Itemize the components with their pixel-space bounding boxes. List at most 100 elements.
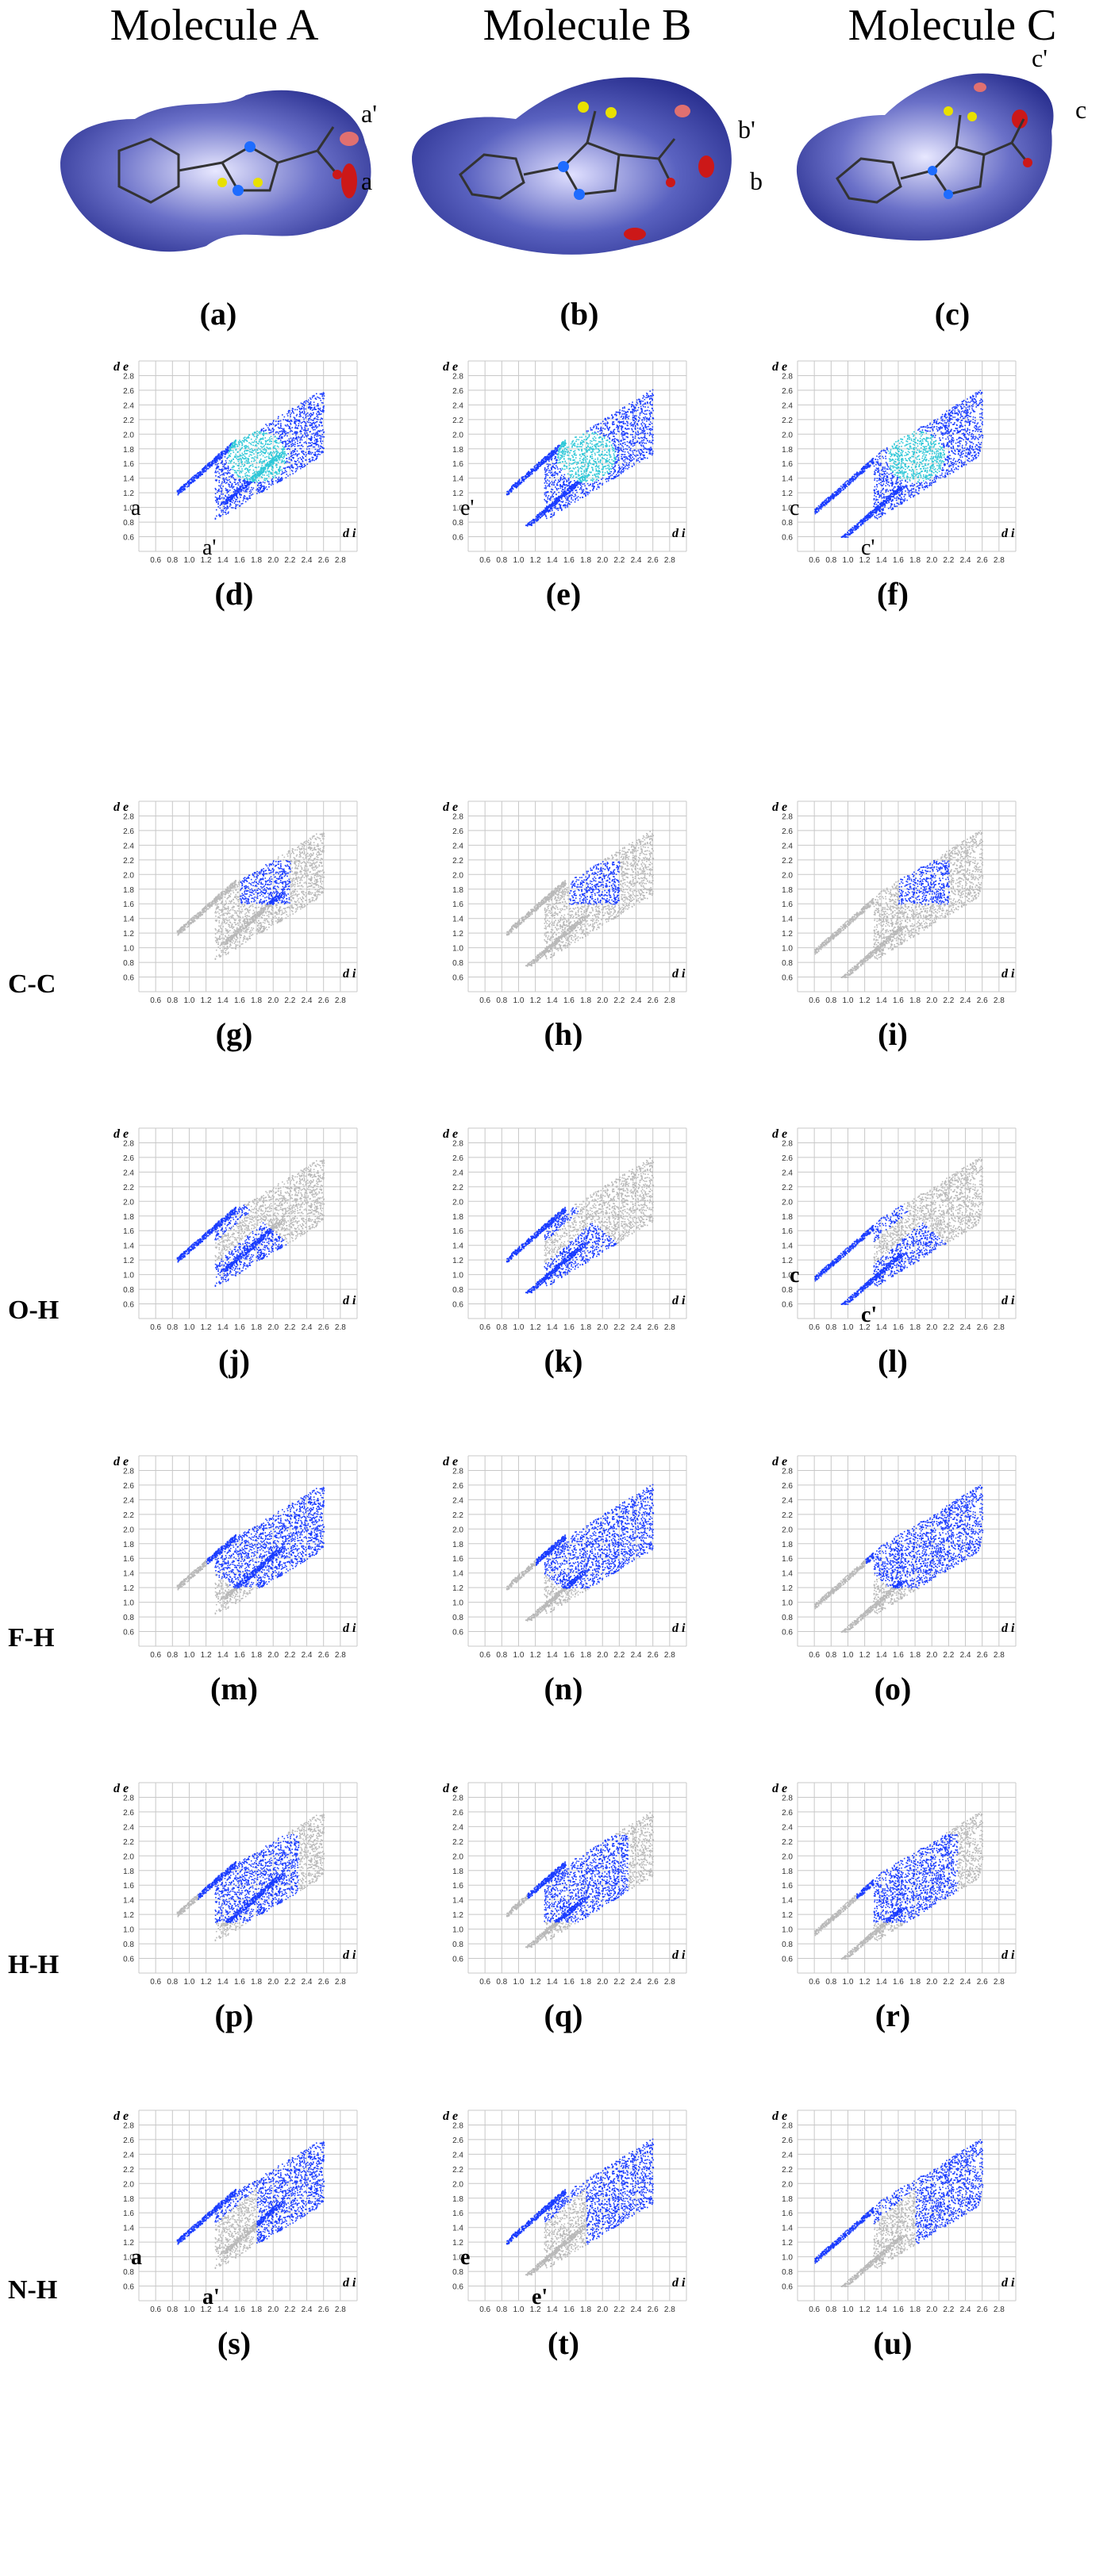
y-tick-label: 0.8 (452, 1286, 463, 1295)
fingerprint-plot-svg-t: 0.6 0.8 1.0 1.2 1.4 1.6 1.8 2.0 2.2 2.4 2.6 2.8 0.6 0… (443, 2110, 687, 2314)
x-tick-label: 2.0 (267, 1978, 279, 1987)
y-tick-label: 2.8 (452, 1794, 463, 1802)
y-axis-label: d e (443, 1782, 458, 1795)
fingerprint-plot-svg-u: 0.6 0.8 1.0 1.2 1.4 1.6 1.8 2.0 2.2 2.4 2.6 2.8 0.6 0… (772, 2110, 1017, 2314)
row-label-cc: C-C (8, 969, 56, 1000)
y-tick-label: 1.4 (123, 475, 134, 484)
x-tick-label: 2.2 (613, 556, 625, 565)
x-tick-label: 0.6 (479, 1323, 490, 1332)
fingerprint-plot-i: 0.6 0.8 1.0 1.2 1.4 1.6 1.8 2.0 2.2 2.4 2.6 2.8 0.6 0… (766, 793, 1032, 1015)
panel-label-l: (l) (813, 1342, 972, 1380)
x-tick-label: 2.4 (960, 1978, 971, 1987)
x-tick-label: 0.6 (479, 1978, 490, 1987)
y-tick-label: 2.0 (782, 1852, 793, 1861)
y-tick-label: 2.2 (123, 2166, 134, 2175)
x-tick-label: 2.0 (926, 1651, 937, 1660)
y-tick-label: 1.2 (782, 1911, 793, 1920)
x-tick-label: 1.2 (530, 1323, 541, 1332)
x-tick-label: 1.0 (513, 2305, 525, 2314)
x-tick-label: 2.6 (318, 1323, 329, 1332)
x-tick-label: 1.0 (184, 1978, 195, 1987)
x-tick-label: 0.6 (809, 556, 820, 565)
y-tick-label: 1.0 (123, 945, 134, 954)
x-tick-label: 1.4 (547, 996, 558, 1005)
fingerprint-plot-t: 0.6 0.8 1.0 1.2 1.4 1.6 1.8 2.0 2.2 2.4 2.6 2.8 0.6 0… (436, 2102, 702, 2325)
y-axis-label: d e (443, 1455, 458, 1468)
y-tick-label: 2.8 (123, 372, 134, 381)
y-tick-label: 2.2 (452, 417, 463, 425)
y-tick-label: 1.8 (782, 1213, 793, 1222)
x-tick-label: 0.8 (825, 1323, 836, 1332)
y-tick-label: 1.2 (782, 1257, 793, 1265)
y-tick-label: 2.2 (123, 1838, 134, 1847)
x-tick-label: 1.6 (234, 1323, 245, 1332)
y-axis-label: d e (772, 2110, 787, 2123)
y-tick-label: 1.4 (782, 1242, 793, 1251)
y-tick-label: 1.8 (452, 886, 463, 895)
x-tick-label: 2.4 (960, 1323, 971, 1332)
x-tick-label: 0.8 (167, 1651, 178, 1660)
y-tick-label: 0.6 (782, 1301, 793, 1310)
y-tick-label: 2.8 (123, 1794, 134, 1802)
x-tick-label: 1.4 (876, 1978, 887, 1987)
y-tick-label: 2.0 (452, 1198, 463, 1207)
y-tick-label: 2.2 (452, 1838, 463, 1847)
fingerprint-points (814, 1811, 984, 1960)
x-tick-label: 2.4 (631, 1651, 642, 1660)
panel-label-d: (d) (155, 575, 313, 612)
panel-label-c: (c) (873, 295, 1032, 332)
x-axis-label: d i (343, 1294, 356, 1307)
y-tick-label: 2.2 (123, 857, 134, 866)
x-axis-label: d i (672, 527, 686, 540)
fingerprint-plot-svg-h: 0.6 0.8 1.0 1.2 1.4 1.6 1.8 2.0 2.2 2.4 2.6 2.8 0.6 0… (443, 800, 687, 1005)
x-tick-label: 1.8 (909, 1978, 921, 1987)
y-tick-label: 2.4 (782, 1169, 793, 1177)
y-tick-label: 2.4 (123, 1823, 134, 1832)
y-tick-label: 0.6 (782, 1629, 793, 1637)
y-tick-label: 1.8 (123, 886, 134, 895)
panel-label-s: (s) (155, 2325, 313, 2362)
y-tick-label: 1.8 (782, 446, 793, 455)
y-tick-label: 2.8 (782, 1467, 793, 1476)
y-tick-label: 1.2 (452, 2239, 463, 2248)
x-tick-label: 1.0 (843, 1978, 854, 1987)
y-tick-label: 2.4 (782, 2151, 793, 2159)
y-tick-label: 1.8 (123, 1868, 134, 1876)
x-tick-label: 1.4 (217, 556, 229, 565)
fingerprint-points (176, 2141, 325, 2270)
x-tick-label: 1.8 (580, 556, 591, 565)
x-tick-label: 1.6 (893, 1323, 904, 1332)
y-tick-label: 1.4 (123, 1897, 134, 1906)
fingerprint-plot-o: 0.6 0.8 1.0 1.2 1.4 1.6 1.8 2.0 2.2 2.4 2.6 2.8 0.6 0… (766, 1448, 1032, 1670)
x-tick-label: 1.6 (563, 996, 575, 1005)
y-tick-label: 0.6 (123, 974, 134, 983)
y-tick-label: 2.0 (123, 1526, 134, 1534)
x-tick-label: 2.6 (977, 1651, 988, 1660)
x-axis-label: d i (1001, 527, 1015, 540)
y-tick-label: 1.8 (452, 2195, 463, 2204)
y-tick-label: 0.6 (123, 2283, 134, 2292)
x-tick-label: 2.2 (284, 556, 295, 565)
plot-annotation-e-0: e' (460, 496, 474, 521)
y-tick-label: 0.6 (123, 1301, 134, 1310)
x-tick-label: 2.4 (302, 1323, 313, 1332)
y-tick-label: 2.6 (123, 1154, 134, 1163)
x-tick-label: 2.4 (302, 556, 313, 565)
x-tick-label: 2.8 (994, 556, 1005, 565)
x-tick-label: 2.4 (302, 2305, 313, 2314)
y-tick-label: 2.2 (452, 857, 463, 866)
fingerprint-points (506, 1156, 655, 1294)
y-tick-label: 0.6 (452, 1629, 463, 1637)
molecule-b-title: Molecule B (429, 0, 746, 51)
fingerprint-plot-svg-p: 0.6 0.8 1.0 1.2 1.4 1.6 1.8 2.0 2.2 2.4 2.6 2.8 0.6 0… (113, 1782, 358, 1987)
y-tick-label: 2.0 (123, 871, 134, 880)
y-tick-label: 2.6 (452, 1154, 463, 1163)
x-tick-label: 2.6 (318, 1978, 329, 1987)
x-tick-label: 2.2 (943, 1978, 954, 1987)
x-axis-label: d i (672, 1948, 686, 1962)
x-tick-label: 0.8 (496, 1978, 507, 1987)
x-tick-label: 1.6 (893, 996, 904, 1005)
x-tick-label: 1.8 (909, 2305, 921, 2314)
fingerprint-points (814, 390, 984, 538)
y-tick-label: 1.0 (123, 1272, 134, 1280)
